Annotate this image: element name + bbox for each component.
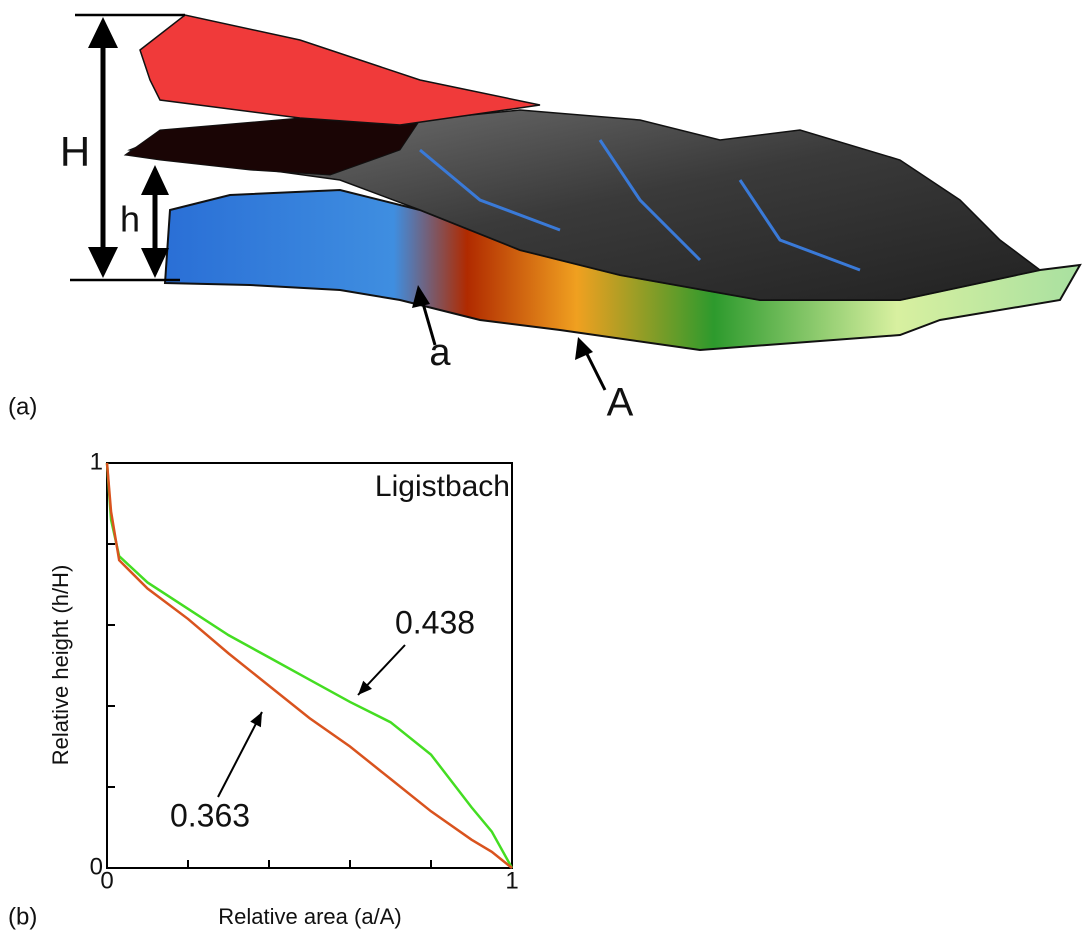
area-label: a (429, 332, 451, 374)
curve (105, 462, 514, 869)
x-tick-label: 1 (505, 867, 518, 894)
y-tick-label: 1 (90, 448, 103, 475)
annotation-arrowhead (358, 680, 372, 695)
annotation-arrow (217, 711, 263, 798)
height-label: H (60, 128, 90, 175)
annotation: 0.438 (395, 604, 475, 640)
y-tick-label: 0 (90, 853, 103, 880)
panel-label: (b) (8, 903, 37, 930)
annotation: 0.363 (170, 797, 250, 833)
area-label: A (607, 381, 634, 425)
annotation-arrowhead (250, 712, 262, 728)
plot-frame (106, 462, 513, 869)
x-axis-label: Relative area (a/A) (218, 904, 401, 929)
chart-title: Ligistbach (375, 470, 510, 503)
height-label: h (120, 199, 140, 240)
curve (105, 462, 513, 869)
y-axis-label: Relative height (h/H) (48, 565, 73, 766)
terrain-illustration (70, 13, 1082, 391)
panel-label: (a) (8, 393, 37, 420)
x-tick-label: 0 (100, 867, 113, 894)
